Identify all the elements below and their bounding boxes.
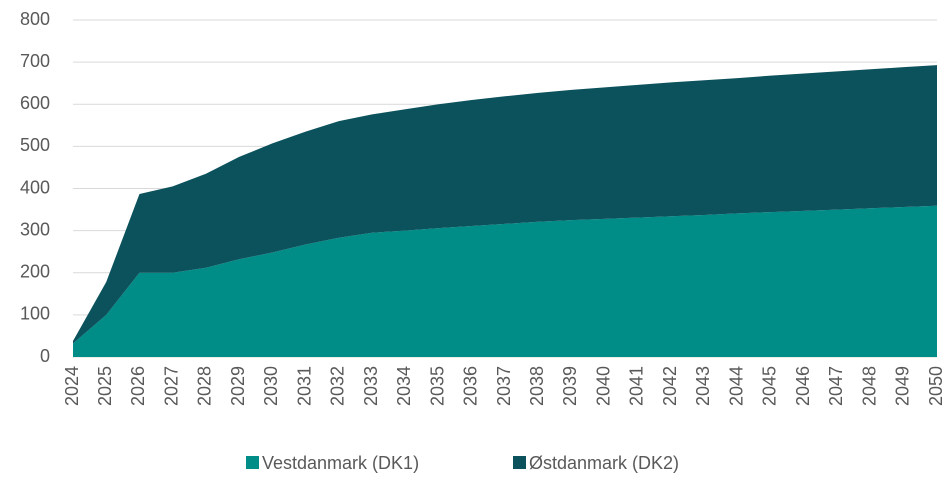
y-tick-label: 700: [20, 51, 50, 71]
area: [73, 205, 937, 357]
y-tick-label: 300: [20, 219, 50, 239]
x-tick-label: 2049: [893, 366, 913, 406]
x-tick-label: 2038: [527, 366, 547, 406]
y-tick-label: 0: [40, 346, 50, 366]
y-tick-label: 500: [20, 135, 50, 155]
x-tick-label: 2036: [461, 366, 481, 406]
area: [73, 65, 937, 344]
x-tick-label: 2043: [693, 366, 713, 406]
y-tick-label: 600: [20, 93, 50, 113]
x-tick-label: 2041: [627, 366, 647, 406]
x-tick-label: 2031: [294, 366, 314, 406]
x-tick-label: 2044: [726, 366, 746, 406]
y-tick-label: 200: [20, 262, 50, 282]
x-tick-label: 2048: [859, 366, 879, 406]
legend-label: Østdanmark (DK2): [529, 453, 679, 473]
y-tick-label: 100: [20, 304, 50, 324]
x-tick-label: 2050: [926, 366, 946, 406]
legend-label: Vestdanmark (DK1): [262, 453, 419, 473]
x-tick-label: 2040: [593, 366, 613, 406]
legend-swatch: [513, 456, 526, 469]
x-tick-label: 2030: [261, 366, 281, 406]
x-tick-label: 2034: [394, 366, 414, 406]
x-tick-label: 2045: [760, 366, 780, 406]
x-tick-label: 2042: [660, 366, 680, 406]
x-tick-label: 2039: [560, 366, 580, 406]
x-tick-label: 2035: [427, 366, 447, 406]
x-tick-label: 2033: [361, 366, 381, 406]
x-tick-label: 2037: [494, 366, 514, 406]
legend-swatch: [246, 456, 259, 469]
x-tick-label: 2028: [195, 366, 215, 406]
x-tick-label: 2024: [62, 366, 82, 406]
y-tick-label: 800: [20, 9, 50, 29]
x-tick-label: 2026: [128, 366, 148, 406]
y-tick-label: 400: [20, 177, 50, 197]
x-tick-label: 2025: [95, 366, 115, 406]
x-tick-label: 2046: [793, 366, 813, 406]
x-tick-label: 2029: [228, 366, 248, 406]
x-tick-label: 2047: [826, 366, 846, 406]
x-tick-label: 2027: [161, 366, 181, 406]
x-tick-label: 2032: [328, 366, 348, 406]
